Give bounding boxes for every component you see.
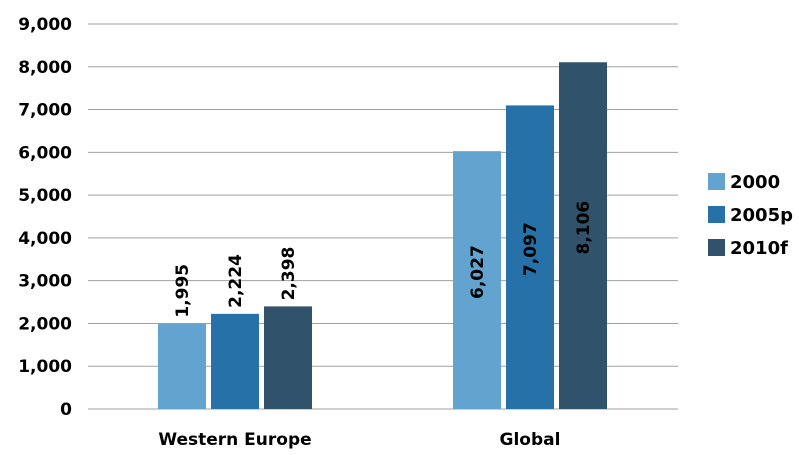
- y-tick-label: 3,000: [18, 272, 72, 292]
- y-tick-label: 1,000: [18, 357, 72, 377]
- bar-2000-global: [453, 151, 501, 409]
- y-tick-label: 4,000: [18, 229, 72, 249]
- legend-label: 2010f: [730, 238, 788, 259]
- legend-label: 2000: [730, 172, 780, 193]
- legend-swatch: [708, 206, 725, 223]
- bar-2005p-global: [506, 105, 554, 409]
- y-tick-label: 2,000: [18, 314, 72, 334]
- data-label: 1,995: [173, 264, 193, 318]
- y-tick-label: 7,000: [18, 101, 72, 121]
- y-axis-tick-labels: 0 1,000 2,000 3,000 4,000 5,000 6,000 7,000 8,00…: [18, 15, 72, 420]
- data-label: 6,027: [468, 245, 488, 299]
- y-tick-label: 5,000: [18, 186, 72, 206]
- legend-swatch: [708, 173, 725, 190]
- bar-2010f-global: [559, 62, 607, 409]
- data-label: 8,106: [574, 201, 594, 255]
- data-label: 2,224: [226, 254, 246, 308]
- category-label: Global: [500, 430, 561, 450]
- legend-swatch: [708, 239, 725, 256]
- bar-2000-western-europe: [158, 323, 206, 409]
- category-label: Western Europe: [158, 430, 311, 450]
- legend: 2000 2005p 2010f: [708, 172, 793, 259]
- x-axis-category-labels: Western Europe Global: [158, 430, 560, 450]
- bar-2005p-western-europe: [211, 313, 259, 409]
- y-tick-label: 9,000: [18, 15, 72, 35]
- bars: [158, 62, 607, 409]
- y-tick-label: 6,000: [18, 143, 72, 163]
- legend-label: 2005p: [730, 205, 793, 226]
- data-label: 7,097: [521, 222, 541, 276]
- y-tick-label: 0: [60, 400, 72, 420]
- data-labels: 1,995 2,224 2,398 6,027 7,097 8,106: [173, 201, 594, 318]
- data-label: 2,398: [279, 247, 299, 301]
- bar-2010f-western-europe: [264, 306, 312, 409]
- y-tick-label: 8,000: [18, 58, 72, 78]
